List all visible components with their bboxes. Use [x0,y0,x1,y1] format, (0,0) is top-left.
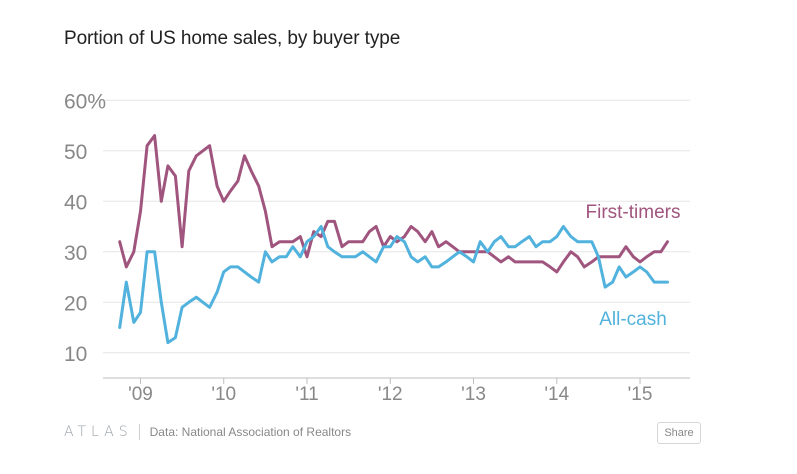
y-tick-label: 50 [64,141,87,164]
x-tick-label: '13 [461,384,486,405]
y-tick-label: 30 [64,242,87,265]
y-tick-label: 60% [64,90,106,113]
series-lines [118,134,669,345]
footer-divider [138,424,140,440]
x-tick-label: '15 [628,384,653,405]
chart-title: Portion of US home sales, by buyer type [64,28,401,49]
x-tick-label: '12 [378,384,403,405]
series-label-first-timers: First-timers [586,202,681,223]
data-source: Data: National Association of Realtors [149,425,352,439]
x-tick-label: '11 [295,384,318,405]
y-tick-label: 10 [64,343,87,366]
x-tick-label: '14 [544,384,569,405]
x-tick-label: '10 [211,384,236,405]
y-tick-label: 20 [64,292,87,315]
series-label-all-cash: All-cash [599,309,667,330]
share-button[interactable]: Share [657,422,701,444]
series-labels: First-timers All-cash [586,202,681,330]
atlas-logo[interactable]: ATLAS [64,424,133,440]
grid-lines [103,99,690,354]
y-axis-ticks: 10 20 30 40 50 60% [64,90,106,366]
series-line-all-cash [118,225,669,345]
x-axis: '09 '10 '11 '12 '13 '14 '15 [103,377,690,405]
y-tick-label: 40 [64,191,87,214]
footer: ATLAS Data: National Association of Real… [64,424,351,440]
x-tick-label: '09 [128,384,153,405]
